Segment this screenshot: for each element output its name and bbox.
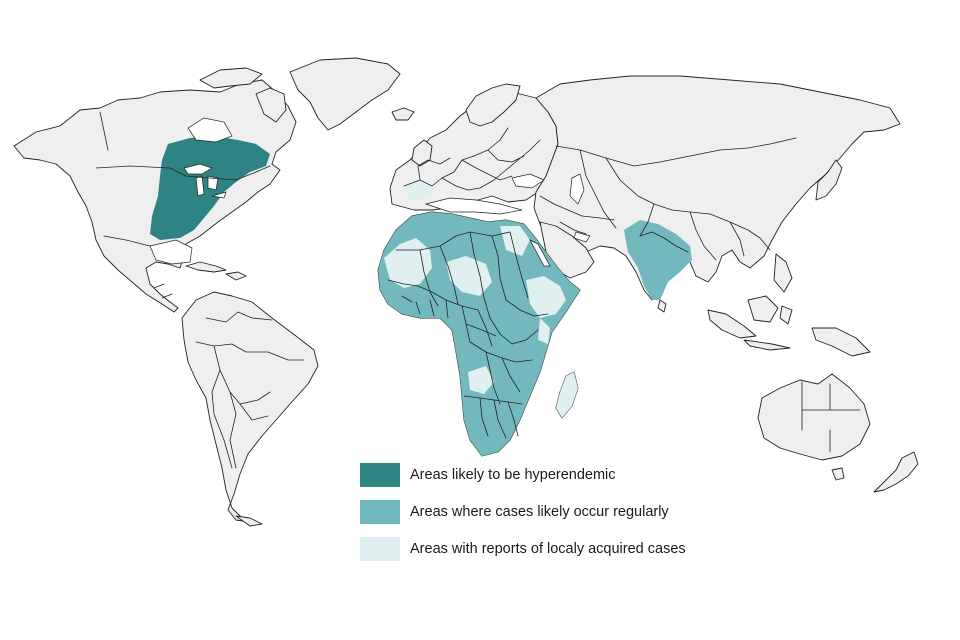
tasmania-landmass (831, 467, 845, 481)
niger-local-region (446, 256, 492, 296)
arctic-islands-landmass (199, 67, 263, 89)
gulf-of-mexico (149, 239, 193, 265)
lake-superior (183, 163, 213, 175)
hispaniola-landmass (225, 271, 247, 281)
philippines-landmass (773, 253, 793, 293)
southwest-africa-local-region (468, 366, 494, 394)
country-borders (95, 111, 861, 469)
north-africa-local-region (402, 182, 436, 200)
baffin-island-landmass (255, 87, 287, 123)
legend-label-regular: Areas where cases likely occur regularly (410, 504, 669, 520)
scandinavia-landmass (465, 83, 521, 127)
lake-huron (207, 175, 219, 191)
greenland-landmass (289, 57, 401, 131)
caribbean-islands-landmass (185, 261, 227, 273)
india-borders (639, 231, 689, 253)
egypt-local-region (500, 226, 530, 256)
red-sea (529, 239, 551, 267)
sri-lanka-landmass (657, 299, 667, 313)
indonesia-landmass (707, 309, 757, 339)
australia-landmass (757, 373, 871, 461)
legend-label-local: Areas with reports of localy acquired ca… (410, 541, 686, 557)
asia-borders (539, 137, 797, 261)
madagascar-local-region (556, 372, 578, 418)
legend-item-regular: Areas where cases likely occur regularly (360, 499, 760, 525)
south-america-landmass (181, 291, 319, 523)
new-guinea-landmass (811, 327, 871, 357)
new-zealand-landmass (873, 451, 919, 493)
legend-item-local: Areas with reports of localy acquired ca… (360, 536, 760, 562)
caspian-sea (569, 173, 585, 205)
us-canada-border (95, 165, 271, 181)
alaska-border (99, 111, 109, 151)
map-legend: Areas likely to be hyperendemic Areas wh… (360, 462, 760, 573)
legend-item-hyperendemic: Areas likely to be hyperendemic (360, 462, 760, 488)
mediterranean-sea (424, 197, 523, 215)
us-mexico-border (103, 235, 151, 247)
europe-borders (403, 127, 541, 191)
central-america-borders (153, 283, 173, 299)
black-sea (511, 173, 545, 189)
legend-swatch-regular (360, 500, 400, 524)
africa-borders (387, 231, 549, 439)
iceland-landmass (391, 107, 415, 121)
south-america-borders (195, 311, 305, 469)
tierra-del-fuego-landmass (235, 515, 263, 527)
horn-of-africa-local-region (526, 276, 566, 318)
africa-regular-region (378, 212, 580, 456)
japan-landmass (815, 159, 843, 201)
hudson-bay (187, 117, 233, 143)
borneo-landmass (747, 295, 779, 323)
lake-erie (211, 191, 227, 199)
australia-borders (801, 381, 861, 453)
british-isles-landmass (411, 139, 433, 167)
lake-michigan (195, 175, 205, 197)
sulawesi-landmass (779, 305, 793, 325)
legend-label-hyperendemic: Areas likely to be hyperendemic (410, 467, 616, 483)
legend-swatch-hyperendemic (360, 463, 400, 487)
legend-swatch-local (360, 537, 400, 561)
great-lakes (149, 117, 591, 267)
india-regular-region (624, 220, 692, 300)
java-landmass (743, 339, 791, 351)
persian-gulf (573, 231, 591, 243)
north-america-landmass (13, 79, 297, 313)
east-africa-local-region (538, 318, 550, 344)
